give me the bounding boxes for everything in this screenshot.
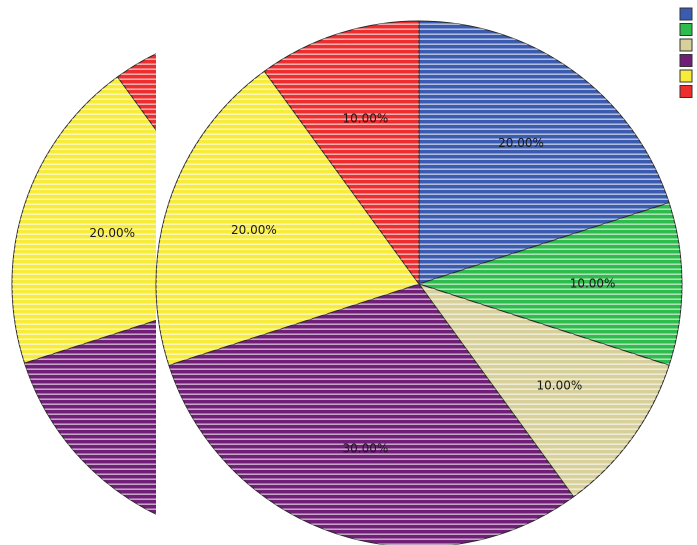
main-pie-slice-hatch-3	[168, 284, 574, 545]
left-pie-slice-hatch-5	[117, 53, 156, 130]
legend-swatch-5	[679, 85, 693, 98]
legend-swatch-1	[679, 23, 693, 36]
left-pie-slice-hatch-4	[12, 76, 156, 364]
left-pie-slice-hatch-3	[24, 320, 156, 515]
main-pie-slice-label-0: 20.00%	[498, 136, 544, 150]
chart-legend	[679, 7, 693, 98]
main-pie-slice-hatch-4	[155, 71, 420, 366]
main-pie-slice-hatch-0	[419, 21, 670, 284]
pie-chart-main: 20.00% 10.00% 10.00% 30.00% 20.00% 10.00%	[155, 20, 683, 545]
main-pie-slice-label-1: 10.00%	[570, 277, 616, 291]
main-pie-slice-hatch-5	[264, 21, 419, 284]
legend-swatch-2	[679, 38, 693, 52]
legend-swatch-4	[679, 69, 693, 83]
main-pie-slice-label-2: 10.00%	[537, 379, 583, 393]
main-pie-slice-label-4: 20.00%	[231, 223, 277, 237]
main-pie-slice-hatch-2	[419, 284, 670, 497]
main-pie-slice-label-3: 30.00%	[343, 442, 389, 456]
left-pie-slice-label-4: 20.00%	[89, 226, 135, 240]
main-pie-slice-hatch-1	[419, 202, 683, 366]
legend-swatch-3	[679, 54, 693, 67]
pie-chart-left-partial: 20.00%10.00%10.00%30.00%20.00%10.00%	[11, 53, 156, 515]
legend-swatch-0	[679, 7, 693, 21]
main-pie-slice-label-5: 10.00%	[343, 111, 389, 125]
